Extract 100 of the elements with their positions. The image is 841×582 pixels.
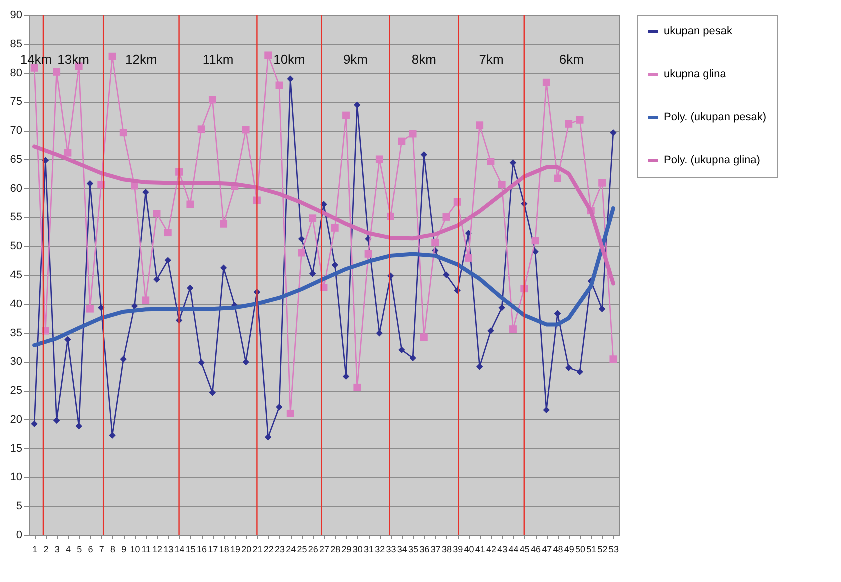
point [131,302,138,310]
legend-label: Poly. (ukupna glina) [664,154,760,166]
point [198,359,205,366]
point [186,200,194,208]
point [398,138,406,146]
annotation: 11km [202,52,234,67]
y-tick-label: 60 [10,182,22,195]
x-tick-label: 10 [130,544,140,554]
x-tick-label: 30 [352,544,363,554]
line-series [32,144,616,286]
annotation: 7km [479,52,504,67]
point [409,130,417,138]
x-tick-label: 51 [586,544,597,554]
x-tick-label: 18 [219,544,230,554]
x-tick-label: 42 [486,544,496,554]
point [164,229,172,237]
x-tick-label: 28 [330,544,341,554]
x-tick-label: 32 [375,544,386,554]
point [220,220,228,228]
y-tick-label: 85 [10,38,22,50]
x-tick-label: 20 [242,544,252,554]
point [287,76,294,82]
x-tick-label: 12 [152,544,163,554]
point [164,257,172,264]
point [576,116,584,124]
y-tick-label: 80 [10,67,22,80]
point [42,157,50,164]
point [108,52,116,60]
point [53,68,61,76]
x-tick-label: 41 [475,544,486,554]
point [354,384,362,392]
x-tick-label: 5 [77,544,82,554]
y-tick-label: 70 [10,125,22,138]
point [398,346,406,354]
point [53,417,60,424]
x-tick-label: 7 [99,544,104,554]
point [364,250,372,258]
x-tick-label: 4 [66,544,71,554]
x-tick-label: 15 [186,544,196,554]
x-tick-label: 17 [208,544,218,554]
point [209,390,216,396]
annotation: 13km [58,52,90,67]
point [276,404,283,411]
point [554,174,562,182]
point [542,78,550,86]
x-tick-label: 24 [286,544,296,554]
point [510,160,517,166]
x-tick-label: 37 [430,544,441,554]
x-tick-label: 21 [252,544,263,554]
point [198,126,206,134]
x-tick-label: 45 [520,544,530,554]
y-tick-label: 10 [10,472,22,484]
point [309,214,317,222]
x-tick-label: 13 [164,544,174,554]
x-tick-label: 2 [44,544,49,554]
point [120,129,128,137]
point [354,102,361,108]
x-tick-label: 14 [174,544,185,554]
x-tick-label: 8 [110,544,116,554]
point [498,181,506,189]
x-tick-label: 33 [386,544,396,554]
point [488,328,494,334]
point [576,368,584,376]
x-tick-label: 1 [32,544,38,554]
point [154,276,160,283]
legend-label: ukupan pesak [664,26,733,38]
x-tick-label: 27 [319,544,330,554]
point [376,156,384,164]
point [476,364,484,370]
point [443,272,450,278]
point [442,214,450,221]
point [420,334,428,342]
point [286,410,294,418]
point [86,305,94,313]
x-tick-label: 40 [464,544,474,554]
point [598,179,606,187]
x-tick-label: 39 [453,544,464,554]
x-tick-label: 47 [542,544,552,554]
x-tick-label: 11 [142,544,152,554]
point [298,236,306,243]
legend-label: ukupna glina [664,68,728,80]
point [566,364,572,372]
x-tick-label: 53 [608,544,619,554]
y-tick-label: 5 [16,500,22,513]
y-tick-label: 30 [10,356,22,368]
point [264,52,272,60]
x-tick-label: 52 [598,544,608,554]
x-tick-label: 19 [230,544,240,554]
point [142,296,150,304]
point [565,120,573,128]
x-tick-label: 25 [297,544,308,554]
point [86,180,94,188]
point [420,151,428,158]
x-tick-label: 44 [508,544,519,554]
y-tick-label: 15 [10,442,22,455]
point [187,284,194,292]
point [120,356,127,363]
x-tick-label: 50 [576,544,586,554]
point [242,126,250,134]
point [64,336,72,344]
